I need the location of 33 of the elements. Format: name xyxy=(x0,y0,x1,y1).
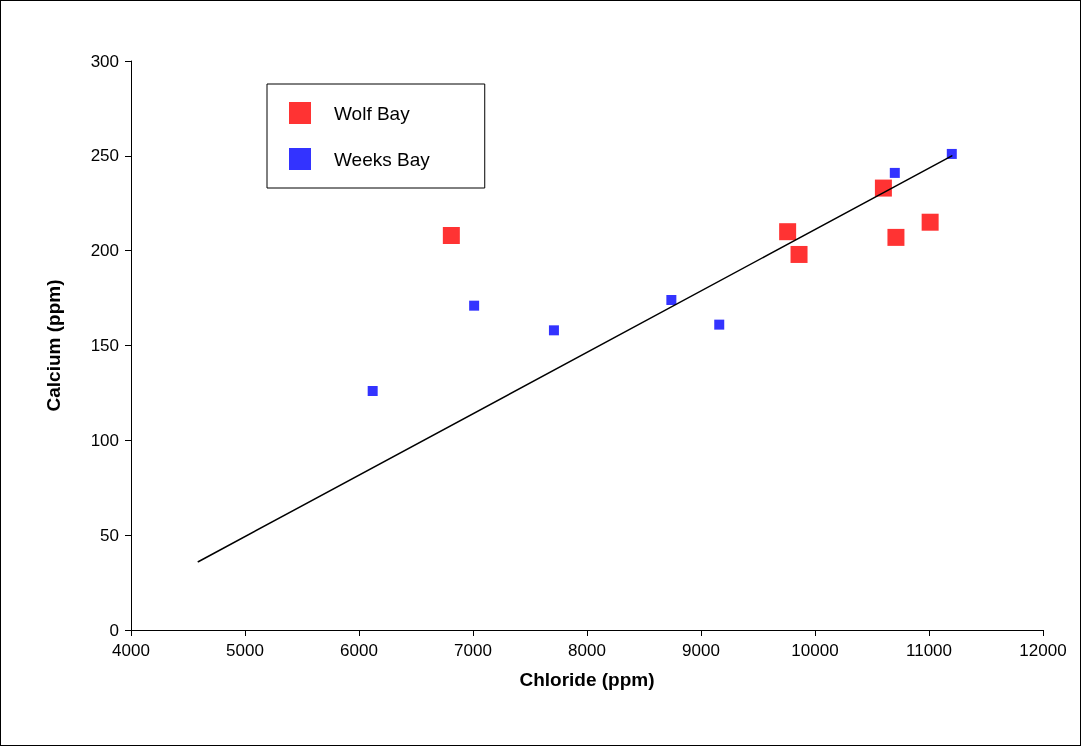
point xyxy=(946,148,957,159)
y-tick-label: 200 xyxy=(90,241,119,261)
y-tick-label: 50 xyxy=(100,525,119,545)
x-tick-label: 7000 xyxy=(454,641,492,660)
point xyxy=(790,245,808,263)
x-tick-label: 11000 xyxy=(905,641,953,660)
y-axis-title: Calcium (ppm) xyxy=(43,279,64,412)
x-tick-label: 8000 xyxy=(568,641,606,660)
legend-label: Wolf Bay xyxy=(334,102,411,124)
point xyxy=(714,319,725,330)
point xyxy=(874,179,892,197)
point xyxy=(666,294,677,305)
point xyxy=(548,325,559,336)
point xyxy=(921,213,939,231)
y-tick-label: 300 xyxy=(90,51,119,71)
x-tick-label: 5000 xyxy=(226,641,264,660)
x-tick-label: 12000 xyxy=(1019,641,1067,660)
point xyxy=(367,386,378,397)
point xyxy=(887,228,905,246)
x-axis-title: Chloride (ppm) xyxy=(519,669,655,690)
y-tick-label: 100 xyxy=(90,430,119,450)
y-tick-label: 150 xyxy=(90,336,119,355)
point xyxy=(889,167,900,178)
point xyxy=(442,226,460,244)
point xyxy=(469,300,480,311)
x-tick-label: 6000 xyxy=(340,641,378,660)
y-tick-label: 0 xyxy=(109,620,119,640)
point xyxy=(779,223,797,241)
legend-label: Weeks Bay xyxy=(334,148,431,170)
x-tick-label: 10000 xyxy=(791,641,839,660)
x-tick-label: 9000 xyxy=(682,641,720,660)
y-tick-label: 250 xyxy=(90,146,119,166)
x-tick-label: 4000 xyxy=(112,641,150,660)
